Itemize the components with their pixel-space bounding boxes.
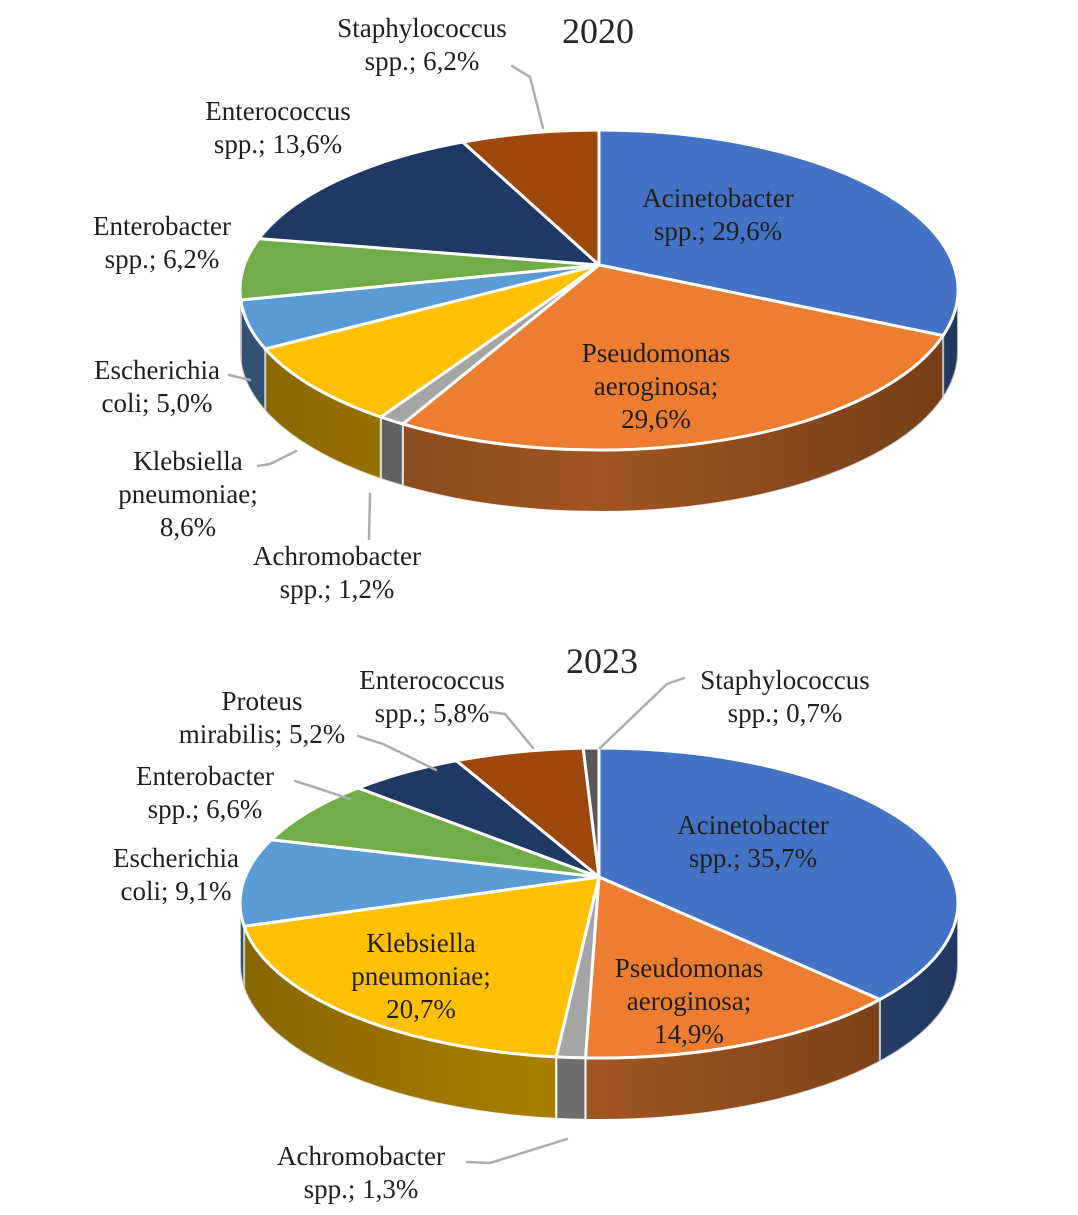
pie-slice-acinetobacter-spp [597,746,960,1001]
pie-slice-escherichia-coli [238,838,601,928]
label-staphylococcus-2020: Staphylococcus spp.; 6,2% [337,13,507,76]
label-klebsiella-2023: Klebsiella pneumoniae; 20,7% [351,928,491,1024]
label-proteus-2023: Proteus mirabilis; 5,2% [178,686,346,749]
label-achromobacter-2020: Achromobacter spp.; 1,2% [253,541,421,604]
chart-title-2023: 2023 [566,641,638,681]
label-enterobacter-2023: Enterobacter spp.; 6,6% [136,761,274,824]
pie-rim-shading [240,290,958,512]
label-escherichia-2020: Escherichia coli; 5,0% [94,355,220,418]
pie-slice-acinetobacter-spp [597,128,960,338]
pie-slice-enterococcus-spp [454,746,601,879]
pie-slice-pseudomonas-aeroginosa [584,875,882,1060]
label-achromobacter-2023: Achromobacter spp.; 1,3% [277,1141,445,1204]
pie-slice-pseudomonas-aeroginosa [401,263,945,452]
leader-lines [227,64,686,1165]
label-pseudomonas-2020: Pseudomonas aeroginosa; 29,6% [581,338,731,434]
leader-achromobacter-2023 [465,1137,569,1165]
label-enterococcus-2023: Enterococcus spp.; 5,8% [359,665,505,728]
label-enterococcus-2020: Enterococcus spp.; 13,6% [205,96,351,159]
pie-slice-klebsiella-pneumoniae [242,875,601,1059]
label-klebsiella-2020: Klebsiella pneumoniae; 8,6% [118,446,258,542]
label-pseudomonas-2023: Pseudomonas aeroginosa; 14,9% [614,953,764,1049]
pie-slice-enterococcus-spp [257,140,601,267]
pie-2023 [238,746,960,1122]
label-enterobacter-2020: Enterobacter spp.; 6,2% [93,211,231,274]
leader-klebsiella-2020 [256,449,298,468]
leader-achromobacter-2020 [367,492,372,541]
leader-enterobacter-2023 [293,779,352,801]
pie-rim-shading [240,903,958,1120]
pie-slice-staphylococcus-spp [461,128,601,267]
pie-slice-enterobacter-spp [269,786,601,879]
label-acinetobacter-2020: Acinetobacter spp.; 29,6% [642,183,794,246]
leader-staphylococcus-2020 [510,64,545,130]
label-acinetobacter-2023: Acinetobacter spp.; 35,7% [677,810,829,873]
chart-title-2020: 2020 [562,11,634,51]
pie-slice-klebsiella-pneumoniae [263,263,601,419]
leader-proteus-2023 [356,734,438,772]
label-escherichia-2023: Escherichia coli; 9,1% [113,843,239,906]
label-staphylococcus-2023: Staphylococcus spp.; 0,7% [700,665,870,728]
leader-escherichia-2020 [227,373,252,382]
pie-2020 [238,128,960,513]
leader-staphylococcus-2023 [598,676,686,750]
leader-enterococcus-2023 [488,710,535,750]
